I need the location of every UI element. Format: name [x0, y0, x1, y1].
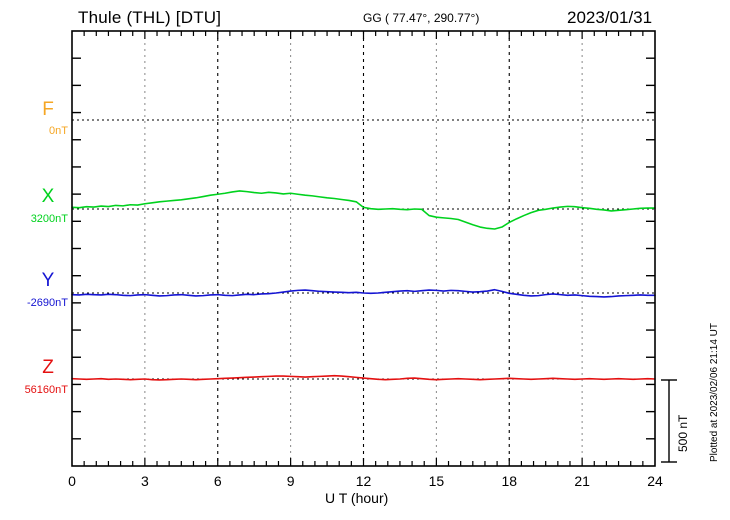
component-value-f: 0nT: [49, 125, 68, 137]
component-value-z: 56160nT: [24, 384, 68, 396]
component-value-x: 3200nT: [30, 213, 68, 225]
component-value-y: -2690nT: [27, 297, 68, 309]
trace-layer: [71, 190, 656, 381]
x-axis-title: U T (hour): [325, 490, 389, 506]
trace-x: [71, 190, 656, 230]
geographic-coordinates: GG ( 77.47°, 290.77°): [363, 11, 480, 25]
component-label-y: Y: [41, 270, 55, 291]
station-title: Thule (THL) [DTU]: [78, 8, 222, 27]
plotted-at-timestamp: Plotted at 2023/02/06 21:14 UT: [709, 323, 720, 462]
trace-y: [71, 288, 656, 298]
grid-layer: [144, 31, 583, 466]
scale-bar: [661, 379, 677, 463]
x-tick-label: 0: [68, 473, 76, 489]
component-label-f: F: [42, 99, 54, 120]
observation-date: 2023/01/31: [567, 8, 653, 27]
scale-bar-label: 500 nT: [676, 414, 690, 452]
x-tick-label: 15: [428, 473, 445, 489]
x-tick-label: 9: [286, 473, 295, 489]
x-tick-label: 24: [647, 473, 663, 489]
x-tick-label: 3: [140, 473, 149, 489]
plot-frame: [71, 30, 656, 467]
x-tick-label: 12: [355, 473, 372, 489]
component-label-x: X: [41, 186, 55, 207]
x-tick-label: 6: [213, 473, 222, 489]
x-tick-label: 21: [574, 473, 590, 489]
trace-z: [71, 374, 656, 381]
component-label-z: Z: [42, 357, 54, 378]
x-tick-label: 18: [501, 473, 518, 489]
